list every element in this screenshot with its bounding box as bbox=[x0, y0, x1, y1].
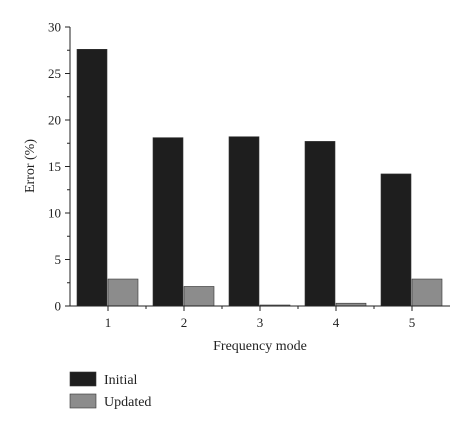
legend-swatch-updated bbox=[69, 393, 97, 409]
bar-updated-mode-5 bbox=[411, 278, 443, 307]
x-axis-title: Frequency mode bbox=[213, 339, 307, 354]
y-tick-label: 15 bbox=[48, 159, 61, 174]
bar-initial-mode-5 bbox=[380, 173, 412, 307]
legend-swatch-initial bbox=[69, 371, 97, 387]
x-ticks: 1 2 3 4 5 bbox=[105, 306, 416, 330]
y-tick-label: 0 bbox=[55, 299, 62, 314]
legend-label-updated: Updated bbox=[104, 395, 151, 410]
x-tick-label: 5 bbox=[409, 315, 416, 330]
y-tick-label: 20 bbox=[48, 113, 61, 128]
bar-updated-mode-2 bbox=[183, 286, 215, 307]
y-tick-label: 25 bbox=[48, 66, 61, 81]
bars-layer bbox=[76, 49, 443, 307]
bar-initial-mode-2 bbox=[152, 137, 184, 307]
y-tick-label: 30 bbox=[48, 20, 61, 35]
bar-initial-mode-3 bbox=[228, 136, 260, 307]
y-ticks: 0 5 10 15 20 25 30 bbox=[48, 20, 70, 314]
legend: Initial Updated bbox=[69, 371, 151, 410]
x-tick-label: 3 bbox=[257, 315, 264, 330]
bar-initial-mode-4 bbox=[304, 141, 336, 307]
x-tick-label: 1 bbox=[105, 315, 112, 330]
y-axis-title: Error (%) bbox=[23, 139, 38, 193]
x-tick-label: 4 bbox=[333, 315, 340, 330]
y-tick-label: 10 bbox=[48, 206, 61, 221]
legend-label-initial: Initial bbox=[104, 373, 138, 388]
bar-updated-mode-1 bbox=[107, 278, 139, 307]
x-tick-label: 2 bbox=[181, 315, 188, 330]
bar-initial-mode-1 bbox=[76, 49, 108, 307]
y-tick-label: 5 bbox=[55, 252, 62, 267]
